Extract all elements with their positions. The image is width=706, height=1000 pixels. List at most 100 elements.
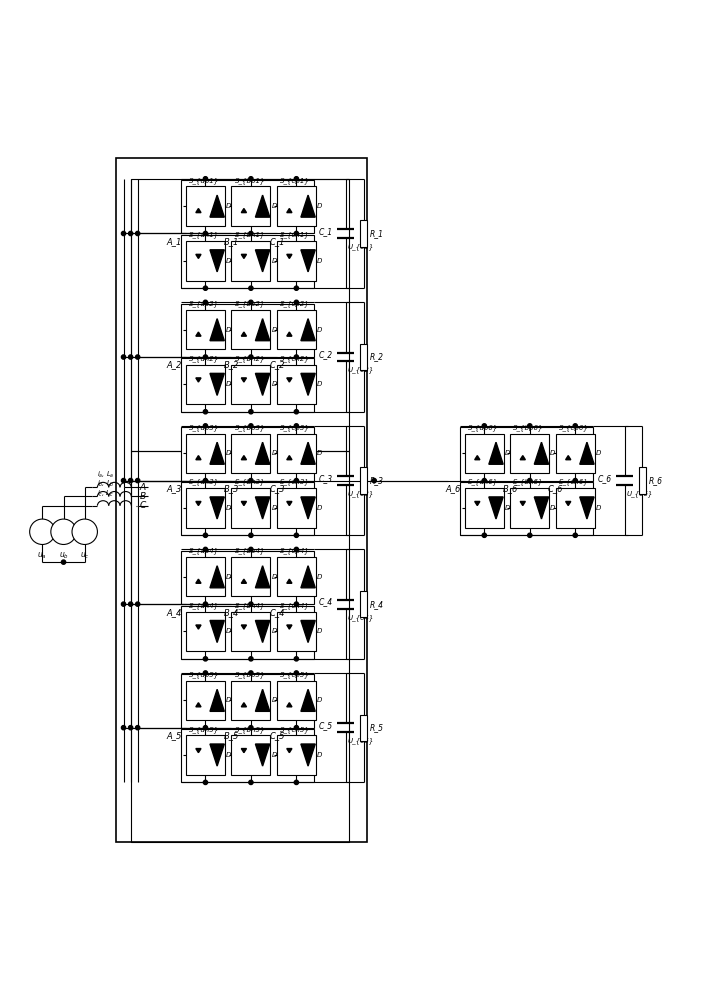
Bar [232, 612, 270, 651]
Text: D: D [226, 574, 232, 580]
Bar [277, 488, 316, 528]
Circle shape [121, 355, 126, 359]
Text: B: B [140, 492, 146, 501]
Polygon shape [256, 195, 270, 217]
Polygon shape [256, 373, 270, 395]
Circle shape [136, 355, 140, 359]
Text: S_{bp5}: S_{bp5} [234, 671, 265, 678]
Polygon shape [196, 703, 201, 707]
Polygon shape [301, 373, 316, 395]
Text: A_5: A_5 [167, 731, 182, 740]
Bar [232, 735, 270, 775]
Bar [186, 612, 225, 651]
Circle shape [294, 478, 299, 483]
Circle shape [51, 519, 76, 544]
Bar [186, 681, 225, 720]
Bar [181, 180, 314, 233]
Bar [181, 606, 314, 659]
Text: S_{ap3}: S_{ap3} [189, 424, 220, 431]
Text: R_4: R_4 [370, 600, 383, 609]
Text: $i_c$, $L_c$: $i_c$, $L_c$ [97, 488, 114, 499]
Circle shape [30, 519, 55, 544]
Circle shape [294, 300, 299, 304]
Text: D: D [317, 505, 322, 511]
Text: S_{ap4}: S_{ap4} [189, 548, 220, 554]
Bar [181, 729, 314, 782]
Text: $u_b$: $u_b$ [59, 550, 68, 561]
Circle shape [203, 602, 208, 606]
Circle shape [527, 478, 532, 483]
Polygon shape [520, 501, 525, 506]
Circle shape [294, 231, 299, 236]
Circle shape [294, 780, 299, 785]
Bar [465, 488, 504, 528]
Text: S_{cn3}: S_{cn3} [280, 479, 310, 485]
Polygon shape [534, 497, 549, 519]
Text: D: D [317, 697, 322, 703]
Text: D: D [271, 258, 277, 264]
Text: S_{cn1}: S_{cn1} [280, 232, 310, 238]
Text: D: D [226, 258, 232, 264]
Text: D: D [317, 628, 322, 634]
Polygon shape [241, 332, 246, 336]
Polygon shape [210, 195, 225, 217]
Text: S_{bp2}: S_{bp2} [234, 300, 265, 307]
Text: D: D [271, 752, 277, 758]
Circle shape [294, 602, 299, 606]
Bar [186, 557, 225, 596]
Circle shape [249, 424, 253, 428]
Text: D: D [317, 574, 322, 580]
Polygon shape [534, 442, 549, 464]
Bar [277, 241, 316, 281]
Bar [186, 434, 225, 473]
Circle shape [203, 355, 208, 359]
Circle shape [249, 671, 253, 675]
Polygon shape [520, 456, 525, 460]
Text: S_{an6}: S_{an6} [468, 479, 498, 485]
Polygon shape [287, 378, 292, 382]
Circle shape [128, 726, 133, 730]
Bar [232, 241, 270, 281]
Text: $i_b$, $L_b$: $i_b$, $L_b$ [97, 479, 115, 489]
Text: U_{o5}: U_{o5} [347, 737, 373, 744]
Circle shape [136, 231, 140, 236]
Text: D: D [226, 450, 232, 456]
Circle shape [249, 602, 253, 606]
Polygon shape [287, 456, 292, 460]
Circle shape [249, 533, 253, 537]
Circle shape [203, 671, 208, 675]
Text: R_3: R_3 [370, 476, 383, 485]
Circle shape [203, 410, 208, 414]
Circle shape [249, 547, 253, 552]
Text: S_{cp6}: S_{cp6} [559, 424, 589, 431]
Text: S_{bn2}: S_{bn2} [234, 355, 265, 362]
Text: C_5: C_5 [269, 731, 285, 740]
Text: S_{bn3}: S_{bn3} [234, 479, 265, 485]
Bar [232, 434, 270, 473]
Polygon shape [301, 566, 316, 588]
Polygon shape [196, 456, 201, 460]
Bar [232, 186, 270, 226]
Polygon shape [256, 250, 270, 272]
Bar [186, 488, 225, 528]
Circle shape [249, 657, 253, 661]
Circle shape [573, 533, 578, 537]
Bar [556, 434, 594, 473]
Text: S_{cp1}: S_{cp1} [280, 177, 310, 184]
Circle shape [203, 300, 208, 304]
Bar [277, 310, 316, 349]
Text: B_5: B_5 [224, 731, 239, 740]
Text: U_{o2}: U_{o2} [347, 367, 373, 373]
Text: D: D [271, 574, 277, 580]
Bar [232, 557, 270, 596]
Polygon shape [301, 250, 316, 272]
Text: C_1: C_1 [269, 237, 285, 246]
Circle shape [294, 547, 299, 552]
Polygon shape [287, 254, 292, 258]
Circle shape [249, 286, 253, 290]
Circle shape [203, 177, 208, 181]
Polygon shape [241, 579, 246, 583]
Text: D: D [550, 450, 556, 456]
Text: R_1: R_1 [370, 229, 383, 238]
Text: D: D [226, 381, 232, 387]
